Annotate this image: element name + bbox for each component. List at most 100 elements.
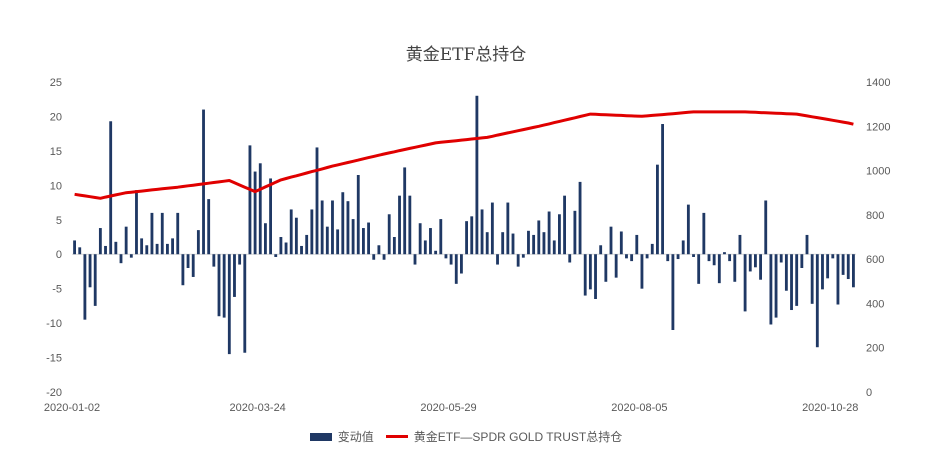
y-left-tick-label: 20 [50,111,62,123]
y-right-tick-label: 400 [866,298,884,310]
legend-label-bars: 变动值 [337,430,374,444]
bar [207,199,211,255]
bar [795,254,799,306]
bar [382,254,386,260]
bar [630,254,634,262]
bar [160,212,164,255]
bar [599,245,603,255]
bar [331,200,334,255]
bar [325,226,329,255]
bar [645,254,649,259]
bar [511,233,515,255]
bar [372,254,376,260]
bar [604,254,608,282]
bar [485,232,489,255]
bar [702,212,706,255]
bar [341,192,345,255]
bar [449,254,453,265]
bar [558,214,561,255]
bar [733,254,737,282]
bar [666,254,670,262]
bar [661,124,664,255]
bar [279,237,283,255]
bar [769,254,773,325]
bar [284,242,288,255]
bar [784,254,788,291]
bar [717,254,721,284]
bar [93,254,97,306]
bar [475,95,479,255]
bar [748,254,752,272]
bar [186,254,190,268]
bar [656,164,659,255]
bar [104,245,107,255]
bar [78,247,82,255]
bar [609,226,613,255]
bar [315,147,319,255]
bar [222,254,226,318]
bar [712,254,716,266]
bar [294,217,298,255]
legend-item-bars[interactable]: 变动值 [309,428,374,445]
bar [362,228,365,255]
bar [754,254,757,268]
bar [300,245,303,255]
bar [377,245,381,255]
x-tick-label: 2020-10-28 [802,402,858,414]
bar [243,254,247,353]
bar [800,254,804,268]
bar [501,232,505,255]
bar [707,254,711,262]
y-right-tick-label: 600 [866,254,884,266]
bar [821,254,824,290]
bar [403,167,407,255]
bar [527,230,530,255]
bar [429,228,432,255]
bar [73,240,76,255]
bar [155,243,159,255]
y-right-tick-label: 0 [866,387,872,399]
bar [619,231,623,255]
bar [217,254,221,317]
bar [779,254,783,263]
bar [387,214,391,255]
bar [552,240,556,255]
y-left-tick-label: -5 [52,284,62,296]
bar [764,200,768,255]
bar [83,254,87,320]
bar [676,254,680,260]
x-tick-label: 2020-05-29 [420,402,476,414]
bar [119,254,123,264]
bar [578,181,582,255]
bar [392,237,396,255]
y-right-tick-label: 200 [866,343,884,355]
bar [460,254,463,274]
bar [759,254,762,280]
y-left-tick-label: 0 [56,249,62,261]
bar [496,254,499,265]
bar [227,254,231,355]
bar [774,254,778,318]
legend-item-line[interactable]: 黄金ETF—SPDR GOLD TRUST总持仓 [385,428,622,445]
bar [697,254,701,284]
bar [640,254,644,289]
bar [320,200,324,255]
bar [537,220,541,255]
bar [831,254,835,259]
bar [408,195,412,255]
chart-title: 黄金ETF总持仓 [405,45,527,65]
bar [135,190,138,255]
bar [681,240,685,255]
bar [176,212,180,255]
bar [274,254,278,257]
bar [171,238,174,255]
bar [258,163,262,255]
bar [692,254,695,257]
bar [506,202,510,255]
bar [846,254,850,280]
bar [444,254,448,259]
bar [264,223,267,255]
bar [253,171,257,255]
